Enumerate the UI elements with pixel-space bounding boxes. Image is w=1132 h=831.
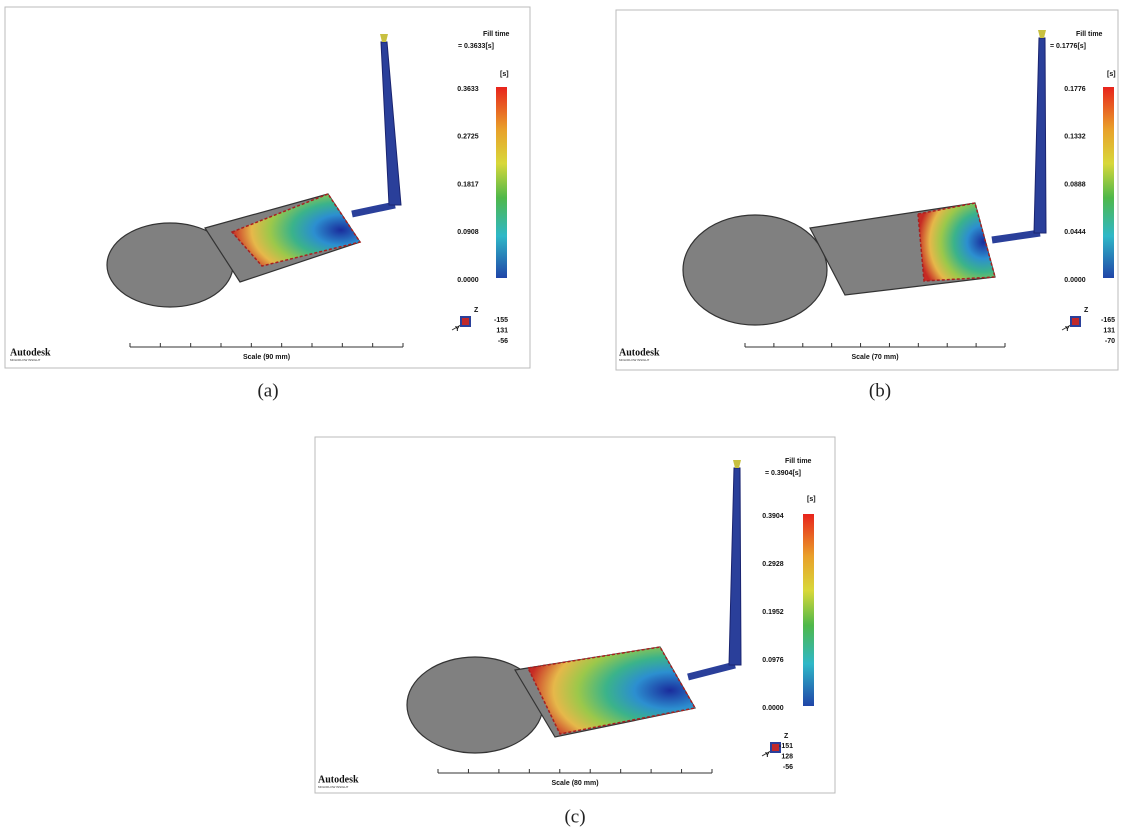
brand-sub: MOLDFLOW INSIGHT	[619, 358, 650, 362]
color-bar-label: 0.0908	[457, 229, 479, 236]
color-bar-label: 0.1776	[1064, 86, 1086, 93]
brand: Autodesk	[318, 774, 359, 785]
color-bar-label: 0.1817	[457, 181, 479, 188]
color-bar-label: 0.2928	[762, 561, 784, 568]
coordinate: -56	[783, 764, 793, 771]
unit-label: [s]	[500, 71, 509, 78]
fill-time-value: = 0.1776[s]	[1050, 43, 1086, 50]
coordinate: 128	[781, 753, 793, 760]
color-bar	[803, 514, 814, 706]
screenshot-panel: Fill time = 0.3633[s] [s] 0.3633 0.2725 0.181…	[5, 7, 530, 368]
disc	[683, 215, 827, 325]
color-bar-label: 0.0000	[1064, 277, 1086, 284]
fill-time-value: = 0.3633[s]	[458, 43, 494, 50]
caption: (a)	[257, 380, 278, 401]
color-bar-label: 0.3904	[762, 513, 784, 520]
fill-time-value: = 0.3904[s]	[765, 470, 801, 477]
unit-label: [s]	[807, 496, 816, 503]
triad-z: Z	[1084, 307, 1089, 314]
coordinate: -70	[1105, 338, 1115, 345]
coordinate: -151	[779, 743, 793, 750]
fill-time-title: Fill time	[1076, 31, 1103, 38]
color-bar	[496, 87, 507, 278]
triad-cube	[1071, 317, 1080, 326]
triad-y: Y	[1065, 326, 1070, 333]
color-bar-label: 0.1332	[1064, 134, 1086, 141]
brand: Autodesk	[10, 347, 51, 358]
color-bar-label: 0.0888	[1064, 181, 1086, 188]
color-bar-label: 0.1952	[762, 609, 784, 616]
triad-cube	[461, 317, 470, 326]
brand-sub: MOLDFLOW INSIGHT	[10, 358, 41, 362]
color-bar	[1103, 87, 1114, 278]
color-bar-label: 0.0444	[1064, 229, 1086, 236]
screenshot-panel: Fill time = 0.3904[s] [s] 0.3904 0.2928 0.195…	[315, 437, 835, 793]
fill-time-title: Fill time	[785, 458, 812, 465]
triad-y: Y	[765, 752, 770, 759]
unit-label: [s]	[1107, 71, 1116, 78]
scale-label: Scale (70 mm)	[851, 354, 898, 361]
scale-label: Scale (90 mm)	[243, 354, 290, 361]
color-bar-label: 0.2725	[457, 134, 479, 141]
coordinate: -56	[498, 338, 508, 345]
color-bar-label: 0.0976	[762, 657, 784, 664]
triad-z: Z	[784, 733, 789, 740]
fill-time-title: Fill time	[483, 31, 510, 38]
color-bar-label: 0.3633	[457, 86, 479, 93]
coordinate: 131	[1103, 327, 1115, 334]
color-bar-label: 0.0000	[762, 705, 784, 712]
brand: Autodesk	[619, 347, 660, 358]
coordinate: 131	[496, 327, 508, 334]
coordinate: -165	[1101, 317, 1115, 324]
brand-sub: MOLDFLOW INSIGHT	[318, 785, 349, 789]
figure: Fill time = 0.3633[s] [s] 0.3633 0.2725 0.181…	[0, 0, 1132, 831]
caption: (c)	[564, 806, 585, 827]
caption: (b)	[869, 380, 891, 401]
panel-frame	[315, 437, 835, 793]
scale-label: Scale (80 mm)	[551, 780, 598, 787]
color-bar-label: 0.0000	[457, 277, 479, 284]
screenshot-panel: Fill time = 0.1776[s] [s] 0.1776 0.1332 0.088…	[616, 10, 1118, 370]
triad-z: Z	[474, 307, 479, 314]
panel-frame	[5, 7, 530, 368]
coordinate: -155	[494, 317, 508, 324]
triad-y: Y	[455, 326, 460, 333]
